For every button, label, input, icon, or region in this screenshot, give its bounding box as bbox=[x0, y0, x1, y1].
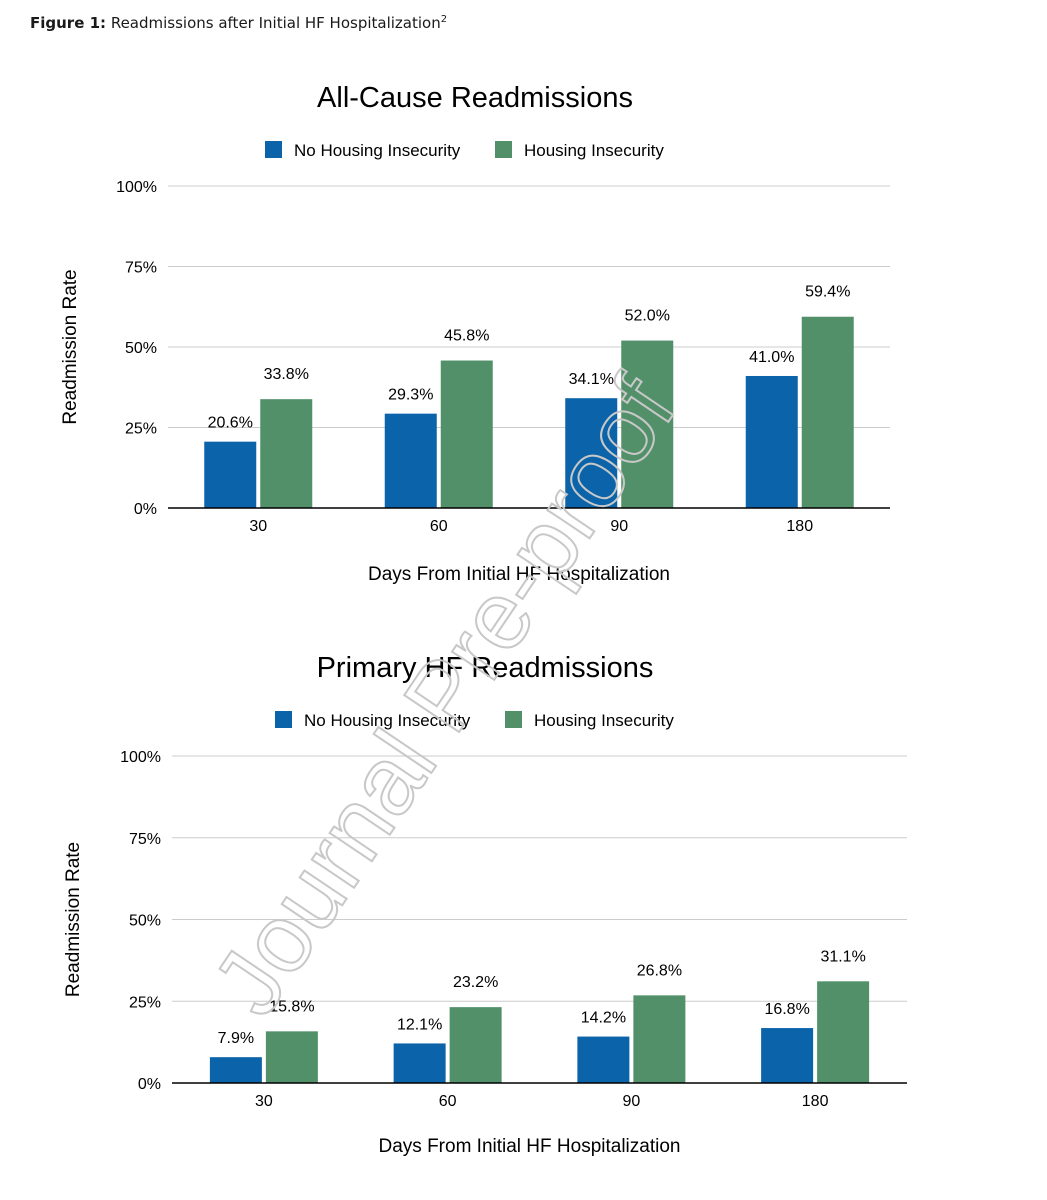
bar-housing-90 bbox=[621, 340, 674, 508]
y-tick-label: 25% bbox=[125, 421, 157, 438]
data-label: 15.8% bbox=[269, 998, 314, 1015]
bar-no-housing-60 bbox=[384, 413, 437, 508]
y-tick-label: 25% bbox=[129, 994, 161, 1011]
bar-housing-60 bbox=[449, 1007, 502, 1083]
x-tick-label: 60 bbox=[430, 518, 448, 535]
y-tick-label: 100% bbox=[120, 749, 161, 766]
data-label: 33.8% bbox=[264, 366, 309, 383]
legend-swatch-0 bbox=[275, 711, 292, 728]
bar-no-housing-180 bbox=[745, 375, 798, 508]
all-cause-readmissions-chart: All-Cause Readmissions No Housing Insecur… bbox=[60, 82, 890, 585]
figure-caption: Figure 1: Readmissions after Initial HF … bbox=[30, 14, 447, 32]
bar-housing-30 bbox=[260, 399, 313, 508]
x-tick-label: 180 bbox=[786, 518, 813, 535]
legend-swatch-1 bbox=[495, 141, 512, 158]
bar-no-housing-30 bbox=[209, 1057, 262, 1083]
bar-no-housing-90 bbox=[577, 1036, 630, 1083]
bar-housing-180 bbox=[801, 316, 854, 508]
bar-housing-180 bbox=[817, 981, 870, 1083]
y-tick-label: 50% bbox=[129, 913, 161, 930]
figure-caption-reference: 2 bbox=[440, 14, 448, 25]
legend-swatch-0 bbox=[265, 141, 282, 158]
legend-label-1: Housing Insecurity bbox=[534, 711, 674, 730]
data-label: 26.8% bbox=[637, 962, 682, 979]
data-label: 12.1% bbox=[397, 1016, 442, 1033]
bar-housing-90 bbox=[633, 995, 686, 1083]
y-tick-label: 100% bbox=[116, 179, 157, 196]
bar-no-housing-180 bbox=[761, 1028, 814, 1083]
legend-swatch-1 bbox=[505, 711, 522, 728]
x-tick-label: 30 bbox=[255, 1093, 273, 1110]
legend-label-1: Housing Insecurity bbox=[524, 141, 664, 160]
x-axis-label: Days From Initial HF Hospitalization bbox=[379, 1136, 681, 1157]
y-tick-label: 75% bbox=[129, 831, 161, 848]
y-tick-label: 0% bbox=[134, 501, 157, 518]
data-label: 14.2% bbox=[581, 1010, 626, 1027]
data-label: 7.9% bbox=[218, 1030, 254, 1047]
legend-label-0: No Housing Insecurity bbox=[294, 141, 461, 160]
y-tick-label: 75% bbox=[125, 260, 157, 277]
x-tick-label: 60 bbox=[439, 1093, 457, 1110]
y-axis-label: Readmission Rate bbox=[60, 269, 81, 424]
bar-no-housing-30 bbox=[204, 441, 257, 508]
bar-no-housing-60 bbox=[393, 1043, 446, 1083]
x-tick-label: 180 bbox=[802, 1093, 829, 1110]
legend-label-0: No Housing Insecurity bbox=[304, 711, 471, 730]
y-tick-label: 50% bbox=[125, 340, 157, 357]
x-tick-label: 90 bbox=[610, 518, 628, 535]
x-tick-label: 90 bbox=[622, 1093, 640, 1110]
data-label: 31.1% bbox=[820, 948, 865, 965]
chart-title: Primary HF Readmissions bbox=[317, 652, 654, 684]
bar-housing-60 bbox=[440, 360, 493, 508]
data-label: 59.4% bbox=[805, 284, 850, 301]
x-axis-label: Days From Initial HF Hospitalization bbox=[368, 564, 670, 585]
chart-title: All-Cause Readmissions bbox=[317, 82, 633, 114]
figure-label: Figure 1: bbox=[30, 14, 107, 32]
primary-hf-readmissions-chart: Primary HF Readmissions No Housing Insecu… bbox=[63, 652, 907, 1157]
y-tick-label: 0% bbox=[138, 1076, 161, 1093]
bar-no-housing-90 bbox=[565, 398, 618, 508]
x-tick-label: 30 bbox=[249, 518, 267, 535]
data-label: 23.2% bbox=[453, 974, 498, 991]
data-label: 52.0% bbox=[625, 308, 670, 325]
data-label: 20.6% bbox=[208, 415, 253, 432]
data-label: 45.8% bbox=[444, 328, 489, 345]
data-label: 34.1% bbox=[569, 371, 614, 388]
bar-housing-30 bbox=[265, 1031, 318, 1083]
data-label: 29.3% bbox=[388, 387, 433, 404]
figure-caption-text: Readmissions after Initial HF Hospitaliz… bbox=[106, 14, 441, 32]
data-label: 41.0% bbox=[749, 349, 794, 366]
data-label: 16.8% bbox=[764, 1001, 809, 1018]
y-axis-label: Readmission Rate bbox=[63, 842, 84, 997]
